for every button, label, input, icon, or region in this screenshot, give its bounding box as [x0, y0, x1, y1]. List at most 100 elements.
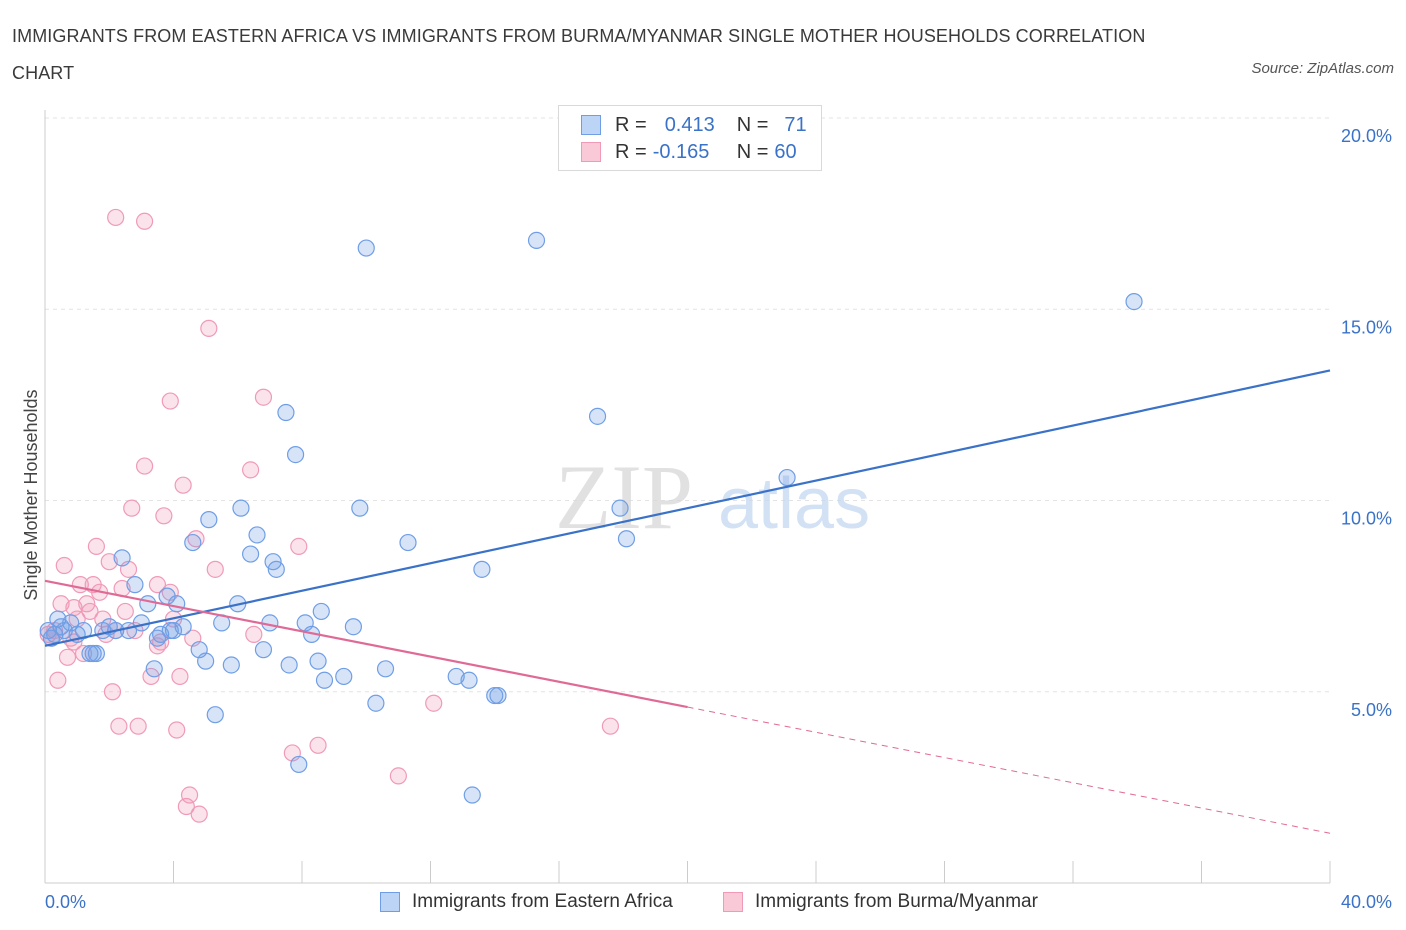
point-eastern-africa — [200, 511, 218, 529]
point-eastern-africa — [617, 530, 636, 548]
point-eastern-africa — [161, 621, 179, 640]
point-burma — [55, 556, 73, 575]
point-eastern-africa — [367, 694, 385, 712]
watermark: ZIP atlas — [555, 446, 870, 548]
x-tick-label-max: 40.0% — [1341, 892, 1392, 912]
point-burma — [206, 560, 224, 578]
point-burma — [174, 476, 192, 494]
point-burma — [49, 671, 67, 689]
point-eastern-africa — [376, 660, 395, 678]
watermark-atlas: atlas — [718, 464, 870, 544]
point-eastern-africa — [42, 629, 61, 647]
point-eastern-africa — [778, 468, 796, 487]
point-burma — [81, 602, 99, 621]
y-axis-label: Single Mother Households — [21, 389, 41, 600]
legend-n-value-blue: 71 — [784, 113, 807, 136]
point-eastern-africa — [197, 652, 215, 670]
point-eastern-africa — [206, 706, 224, 724]
point-eastern-africa — [335, 667, 353, 686]
point-burma — [74, 644, 93, 663]
point-burma — [168, 721, 186, 739]
tick-labels: 5.0% 10.0% 15.0% 20.0% 0.0% 40.0% — [45, 126, 1392, 912]
point-eastern-africa — [473, 560, 491, 578]
point-eastern-africa — [184, 533, 202, 552]
point-burma — [148, 576, 167, 594]
point-eastern-africa — [145, 660, 163, 678]
point-eastern-africa — [168, 595, 186, 613]
legend-n-label: N = — [736, 113, 769, 136]
point-burma — [601, 717, 620, 735]
point-eastern-africa — [222, 656, 240, 674]
point-burma — [425, 694, 443, 712]
y-tick-label: 20.0% — [1341, 126, 1392, 146]
legend-r-value-pink: -0.165 — [652, 140, 710, 163]
x-tick-label-min: 0.0% — [45, 892, 86, 912]
point-eastern-africa — [242, 545, 260, 563]
point-eastern-africa — [351, 499, 369, 517]
point-burma — [180, 786, 199, 804]
legend-swatch-pink — [581, 142, 601, 162]
point-burma — [129, 717, 147, 735]
trend-lines — [44, 369, 1331, 834]
chart-title: IMMIGRANTS FROM EASTERN AFRICA VS IMMIGR… — [12, 26, 1146, 83]
series-burma-points — [39, 208, 620, 823]
point-eastern-africa — [254, 641, 273, 659]
point-eastern-africa — [290, 755, 308, 774]
bottom-legend-label-pink: Immigrants from Burma/Myanmar — [755, 891, 1038, 912]
point-eastern-africa — [357, 239, 375, 257]
point-eastern-africa — [344, 618, 362, 636]
point-burma — [245, 625, 263, 643]
bottom-legend-label-blue: Immigrants from Eastern Africa — [412, 891, 673, 912]
point-eastern-africa — [248, 526, 266, 544]
point-eastern-africa — [277, 403, 295, 422]
legend-r-label: R = — [615, 113, 647, 136]
bottom-legend-swatch-blue — [380, 892, 400, 912]
point-burma — [254, 388, 273, 406]
point-burma — [123, 499, 141, 517]
point-eastern-africa — [267, 560, 285, 578]
series-eastern-africa-points — [39, 231, 1143, 804]
legend-n-label: N = — [736, 140, 769, 163]
point-eastern-africa — [113, 549, 131, 567]
legend-r-value-blue: 0.413 — [664, 113, 715, 136]
point-eastern-africa — [280, 656, 298, 674]
point-burma — [290, 537, 308, 556]
y-tick-label: 5.0% — [1351, 700, 1392, 720]
point-burma — [309, 736, 327, 754]
legend-row-eastern-africa: R = 0.413 N = 71 — [581, 112, 807, 138]
point-burma — [116, 602, 134, 621]
point-eastern-africa — [312, 602, 330, 621]
point-burma — [58, 648, 77, 666]
point-eastern-africa — [447, 667, 465, 686]
trend-line-burma-extrapolated — [687, 706, 1331, 834]
legend-r-label: R = — [615, 140, 647, 163]
point-eastern-africa — [84, 644, 102, 663]
point-burma — [87, 537, 106, 556]
point-burma — [100, 553, 118, 571]
point-eastern-africa — [399, 533, 417, 552]
legend-swatch-blue — [581, 115, 601, 135]
axes — [44, 110, 1331, 884]
point-eastern-africa — [315, 671, 334, 689]
point-eastern-africa — [286, 446, 305, 464]
point-burma — [135, 457, 154, 475]
trend-line-burma — [44, 579, 688, 709]
point-burma — [103, 683, 122, 701]
point-eastern-africa — [139, 595, 157, 613]
point-eastern-africa — [463, 786, 481, 804]
stats-legend: R = 0.413 N = 71 R = -0.165 N = 60 — [558, 105, 822, 171]
trend-line-eastern-africa — [44, 369, 1331, 647]
point-burma — [107, 208, 125, 227]
point-eastern-africa — [232, 499, 250, 517]
bottom-legend-eastern-africa: Immigrants from Eastern Africa — [380, 888, 673, 916]
legend-n-value-pink: 60 — [774, 140, 797, 163]
point-eastern-africa — [611, 499, 629, 517]
point-burma — [242, 461, 260, 479]
point-eastern-africa — [1125, 293, 1143, 311]
point-eastern-africa — [460, 671, 478, 689]
point-burma — [190, 805, 208, 823]
bottom-legend-burma: Immigrants from Burma/Myanmar — [723, 888, 1038, 916]
point-burma — [110, 717, 128, 735]
y-tick-label: 10.0% — [1341, 509, 1392, 529]
